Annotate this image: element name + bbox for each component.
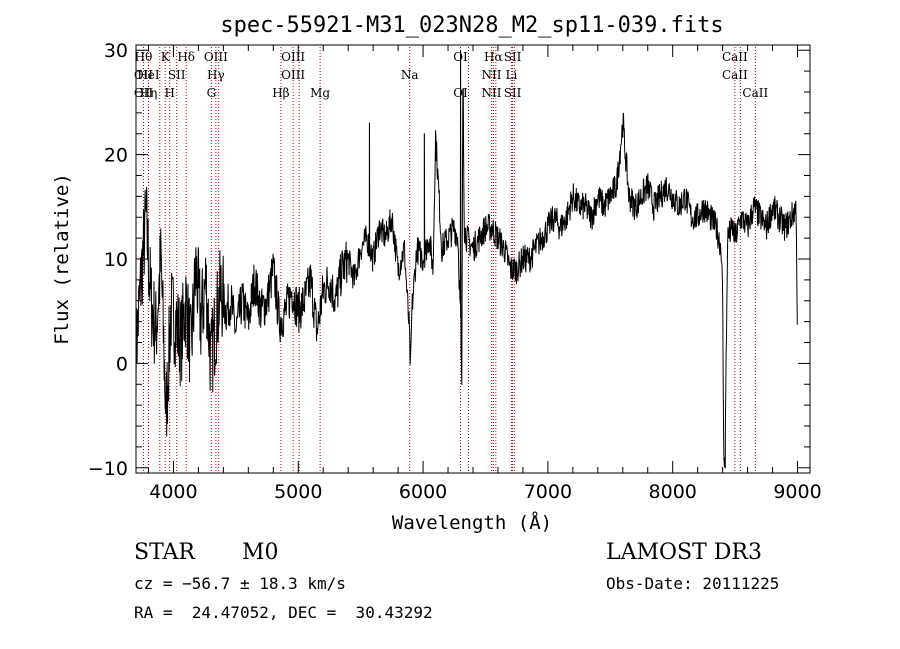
line-marker-label: Mg — [310, 86, 330, 100]
line-marker-label: H — [164, 86, 174, 100]
y-tick-label: 30 — [104, 40, 128, 62]
spectrum-series — [135, 50, 798, 469]
redshift-velocity: cz = −56.7 ± 18.3 km/s — [134, 574, 346, 593]
line-marker-label: OII — [134, 86, 154, 100]
object-subclass: M0 — [242, 540, 279, 565]
x-tick-label: 8000 — [649, 481, 697, 503]
x-tick-label: 4000 — [149, 481, 197, 503]
x-tick-label: 9000 — [773, 481, 821, 503]
line-marker-label: NII — [481, 68, 501, 82]
line-marker-label: CaII — [722, 68, 748, 82]
y-tick-label: 10 — [104, 249, 128, 271]
emission-line-markers — [142, 47, 756, 473]
line-marker-label: SII — [168, 68, 186, 82]
chart-title: spec-55921-M31_023N28_M2_sp11-039.fits — [220, 13, 723, 38]
ra-dec: RA = 24.47052, DEC = 30.43292 — [134, 603, 433, 622]
line-marker-label: K — [161, 50, 171, 64]
line-marker-label: SII — [504, 50, 522, 64]
y-tick-label: 20 — [104, 145, 128, 167]
line-marker-label: NII — [481, 86, 501, 100]
line-marker-label: Hγ — [207, 68, 225, 82]
spectrum-line — [135, 50, 798, 469]
object-class: STAR — [134, 540, 195, 565]
line-marker-label: Hθ — [135, 50, 153, 64]
line-marker-label: Hδ — [177, 50, 195, 64]
line-marker-label: OIII — [281, 50, 305, 64]
line-marker-label: Li — [506, 68, 518, 82]
x-tick-label: 7000 — [524, 481, 572, 503]
x-tick-label: 6000 — [399, 481, 447, 503]
y-tick-label: −10 — [88, 458, 128, 480]
x-axis: 4000 5000 6000 7000 8000 9000 — [147, 45, 822, 503]
line-marker-label: CaII — [722, 50, 748, 64]
y-axis-label: Flux (relative) — [51, 173, 73, 345]
line-marker-label: HeI — [137, 68, 160, 82]
line-marker-label: OIII — [281, 68, 305, 82]
line-marker-label: Na — [401, 68, 419, 82]
line-marker-label: OIII — [204, 50, 228, 64]
line-marker-label: Hη — [140, 86, 158, 100]
line-marker-label: G — [207, 86, 217, 100]
emission-line-labels: HθOIIOIIHeIHηKHSIIHδGOIIIHγHβOIIIOIIIMgN… — [134, 50, 769, 100]
observation-date: Obs-Date: 20111225 — [606, 574, 780, 593]
line-marker-label: Hα — [484, 50, 503, 64]
y-tick-label: 0 — [116, 353, 128, 375]
plot-frame — [135, 44, 811, 474]
line-marker-label: CaII — [742, 86, 768, 100]
survey-name: LAMOST DR3 — [606, 540, 762, 565]
x-tick-label: 5000 — [274, 481, 322, 503]
line-marker-label: SII — [504, 86, 522, 100]
x-axis-label: Wavelength (Å) — [392, 511, 552, 534]
line-marker-label: Hβ — [272, 86, 289, 100]
y-axis: −10 0 10 20 30 — [88, 40, 810, 480]
